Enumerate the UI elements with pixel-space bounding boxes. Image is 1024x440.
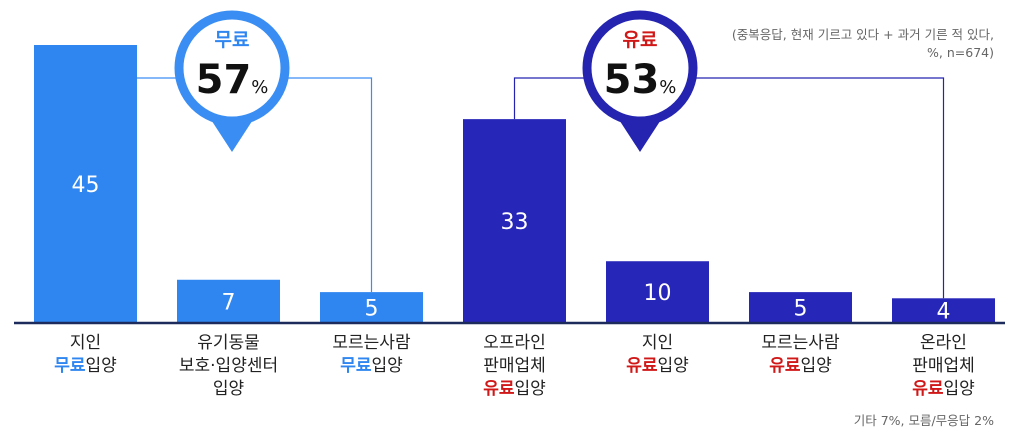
bar-value-label-3: 33 <box>501 210 529 235</box>
bar-2 <box>320 292 423 323</box>
bar-value-label-0: 45 <box>72 173 100 198</box>
bar-3 <box>463 119 566 323</box>
category-label-0-line-1: 무료입양 <box>54 356 117 376</box>
category-label-1-line-1: 보호·입양센터 <box>179 356 278 376</box>
category-label-2-line-1: 무료입양 <box>340 356 403 376</box>
bar-5 <box>749 292 852 323</box>
free-group-pin: 무료 57% <box>174 10 290 152</box>
paid-group-connector <box>513 77 945 299</box>
others-note: 기타 7%, 모름/무응답 2% <box>853 413 994 428</box>
paid-pin-ring <box>582 10 698 126</box>
category-label-5-line-0: 모르는사람 <box>761 333 840 353</box>
category-label-5-line-1: 유료입양 <box>769 356 832 376</box>
respondents-note: (중복응답, 현재 기르고 있다 + 과거 기른 적 있다, %, n=674) <box>732 26 994 62</box>
bar-4 <box>606 261 709 323</box>
bar-value-label-4: 10 <box>644 281 672 306</box>
category-label-0-line-0: 지인 <box>70 333 101 353</box>
paid-pin-value: 53% <box>604 57 677 103</box>
category-label-1-line-2: 입양 <box>213 379 244 399</box>
category-label-6-line-1: 판매업체 <box>912 356 975 376</box>
bars-layer: 45 7 5 33 10 5 4 <box>34 45 995 325</box>
free-pin-label: 무료 <box>215 29 250 51</box>
category-label-3-line-2: 유료입양 <box>483 379 546 399</box>
category-label-2-line-0: 모르는사람 <box>332 333 411 353</box>
paid-pin-label: 유료 <box>623 29 658 51</box>
respondents-note-line2: %, n=674) <box>927 45 994 60</box>
respondents-note-line1: (중복응답, 현재 기르고 있다 + 과거 기른 적 있다, <box>731 27 994 42</box>
category-label-4-line-1: 유료입양 <box>626 356 689 376</box>
free-pin-ring <box>174 10 290 126</box>
free-pin-value: 57% <box>196 57 269 103</box>
group-pins: 무료 57% 유료 53% <box>174 10 698 152</box>
paid-group-pin: 유료 53% <box>582 10 698 152</box>
category-label-6-line-2: 유료입양 <box>912 379 975 399</box>
bar-value-label-6: 4 <box>937 300 951 325</box>
x-axis-labels: 지인무료입양유기동물보호·입양센터입양모르는사람무료입양오프라인판매업체유료입양… <box>54 333 975 399</box>
bar-value-label-2: 5 <box>365 297 379 322</box>
category-label-4-line-0: 지인 <box>642 333 673 353</box>
category-label-1-line-0: 유기동물 <box>197 333 260 353</box>
category-label-3-line-1: 판매업체 <box>483 356 546 376</box>
category-label-3-line-0: 오프라인 <box>483 333 546 353</box>
bar-value-label-1: 7 <box>222 290 236 315</box>
bar-0 <box>34 45 137 323</box>
bar-6 <box>892 298 995 323</box>
category-label-6-line-0: 온라인 <box>920 333 967 353</box>
bar-1 <box>177 279 280 323</box>
bar-value-label-5: 5 <box>794 297 808 322</box>
